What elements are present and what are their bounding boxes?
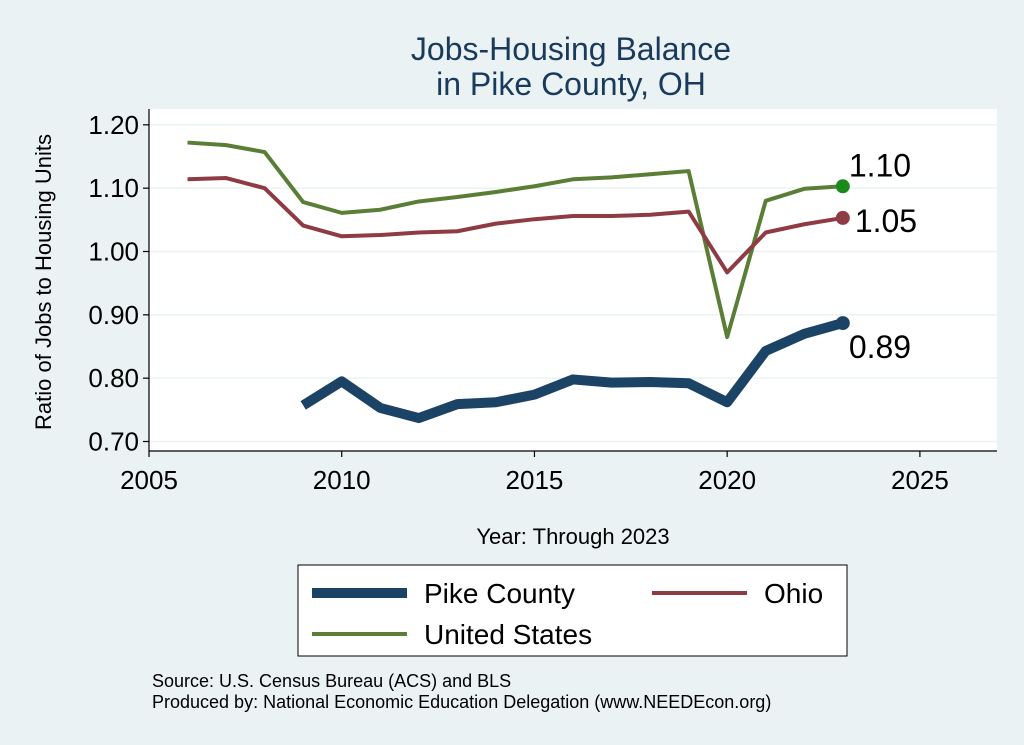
legend-label-ohio: Ohio (764, 578, 823, 609)
series-line-ohio (187, 176, 844, 275)
x-tick-label: 2015 (506, 465, 564, 495)
plot-area: 0.70 0.80 0.90 1.00 1.10 1.20 2005 2010 2015 202… (88, 109, 997, 495)
legend-label-united-states: United States (424, 619, 592, 650)
chart-title-line-1: Jobs-Housing Balance (411, 31, 731, 67)
y-axis-title: Ratio of Jobs to Housing Units (31, 134, 56, 430)
x-axis-ticks: 2005 2010 2015 2020 2025 (120, 451, 949, 495)
end-label-united-states: 1.10 (849, 147, 911, 183)
legend: Pike County Ohio United States (297, 564, 848, 657)
legend-label-pike-county: Pike County (424, 578, 575, 609)
legend-box (297, 564, 848, 657)
end-marker-ohio (835, 210, 850, 225)
x-tick-label: 2005 (120, 465, 178, 495)
x-tick-label: 2020 (698, 465, 756, 495)
y-tick-label: 0.90 (88, 300, 139, 330)
y-tick-label: 0.80 (88, 363, 139, 393)
y-tick-label: 1.20 (88, 110, 139, 140)
x-tick-label: 2010 (313, 465, 371, 495)
end-marker-united-states (835, 179, 850, 194)
producer-note: Produced by: National Economic Education… (152, 692, 771, 712)
series-layer (187, 140, 845, 424)
plot-background (149, 109, 997, 451)
y-axis-ticks: 0.70 0.80 0.90 1.00 1.10 1.20 (88, 110, 149, 457)
x-tick-label: 2025 (891, 465, 949, 495)
source-note: Source: U.S. Census Bureau (ACS) and BLS (152, 671, 511, 691)
chart-title-line-2: in Pike County, OH (436, 66, 706, 102)
series-line-pike-county (300, 318, 845, 424)
series-line-united-states (187, 140, 843, 339)
end-label-pike-county: 0.89 (849, 329, 911, 365)
end-label-ohio: 1.05 (855, 203, 917, 239)
end-marker-pike-county (835, 316, 850, 331)
y-tick-label: 1.00 (88, 237, 139, 267)
y-tick-label: 1.10 (88, 173, 139, 203)
x-axis-title: Year: Through 2023 (476, 524, 669, 549)
end-markers (835, 179, 850, 331)
end-labels: 1.10 1.05 0.89 (849, 147, 917, 365)
y-tick-label: 0.70 (88, 427, 139, 457)
